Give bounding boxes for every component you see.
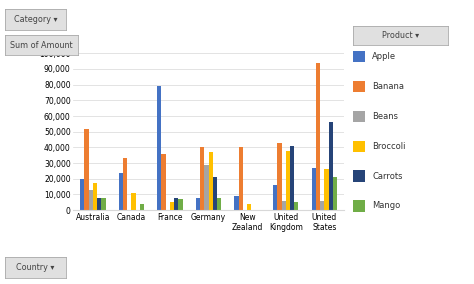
Text: Apple: Apple bbox=[372, 52, 396, 61]
Bar bbox=[84, 129, 89, 210]
Bar bbox=[140, 204, 144, 210]
Text: Mango: Mango bbox=[372, 201, 401, 210]
Bar bbox=[328, 122, 333, 210]
Text: Carrots: Carrots bbox=[372, 172, 402, 181]
Bar bbox=[324, 169, 328, 210]
Bar bbox=[273, 185, 277, 210]
Bar bbox=[157, 86, 162, 210]
Bar bbox=[333, 177, 337, 210]
Bar bbox=[311, 168, 316, 210]
Bar bbox=[204, 165, 209, 210]
Bar bbox=[93, 183, 97, 210]
Bar bbox=[123, 158, 127, 210]
Bar bbox=[196, 198, 200, 210]
Bar bbox=[97, 198, 101, 210]
Bar bbox=[174, 198, 178, 210]
Bar bbox=[286, 151, 290, 210]
Text: Category ▾: Category ▾ bbox=[14, 15, 57, 24]
Bar bbox=[282, 201, 286, 210]
Bar bbox=[290, 146, 294, 210]
Bar bbox=[235, 196, 239, 210]
Bar bbox=[209, 152, 213, 210]
Bar bbox=[80, 179, 84, 210]
Bar bbox=[277, 143, 282, 210]
Bar bbox=[320, 201, 324, 210]
Bar bbox=[131, 193, 136, 210]
Bar bbox=[217, 198, 221, 210]
Bar bbox=[101, 198, 106, 210]
Bar bbox=[213, 177, 217, 210]
Bar bbox=[178, 199, 182, 210]
Bar bbox=[89, 190, 93, 210]
Bar bbox=[118, 172, 123, 210]
Bar bbox=[316, 63, 320, 210]
Bar bbox=[200, 147, 204, 210]
Bar bbox=[162, 154, 166, 210]
Bar bbox=[239, 147, 243, 210]
Text: Sum of Amount: Sum of Amount bbox=[10, 41, 73, 50]
Text: Product ▾: Product ▾ bbox=[382, 31, 419, 40]
Bar bbox=[170, 202, 174, 210]
Bar bbox=[247, 204, 251, 210]
Text: Country ▾: Country ▾ bbox=[17, 263, 55, 272]
Text: Banana: Banana bbox=[372, 82, 404, 91]
Bar bbox=[294, 202, 299, 210]
Text: Beans: Beans bbox=[372, 112, 398, 121]
Text: Broccoli: Broccoli bbox=[372, 142, 406, 151]
